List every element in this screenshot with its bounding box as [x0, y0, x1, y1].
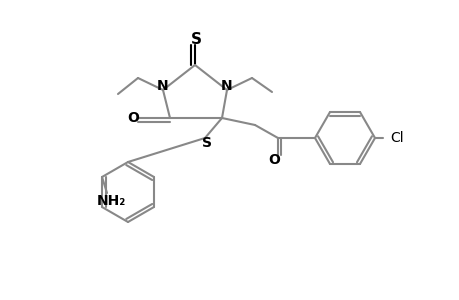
Text: S: S	[202, 136, 212, 150]
Text: NH₂: NH₂	[96, 194, 125, 208]
Text: N: N	[221, 79, 232, 93]
Text: O: O	[127, 111, 139, 125]
Text: Cl: Cl	[389, 131, 403, 145]
Text: N: N	[157, 79, 168, 93]
Text: O: O	[268, 153, 280, 167]
Text: S: S	[190, 32, 201, 46]
